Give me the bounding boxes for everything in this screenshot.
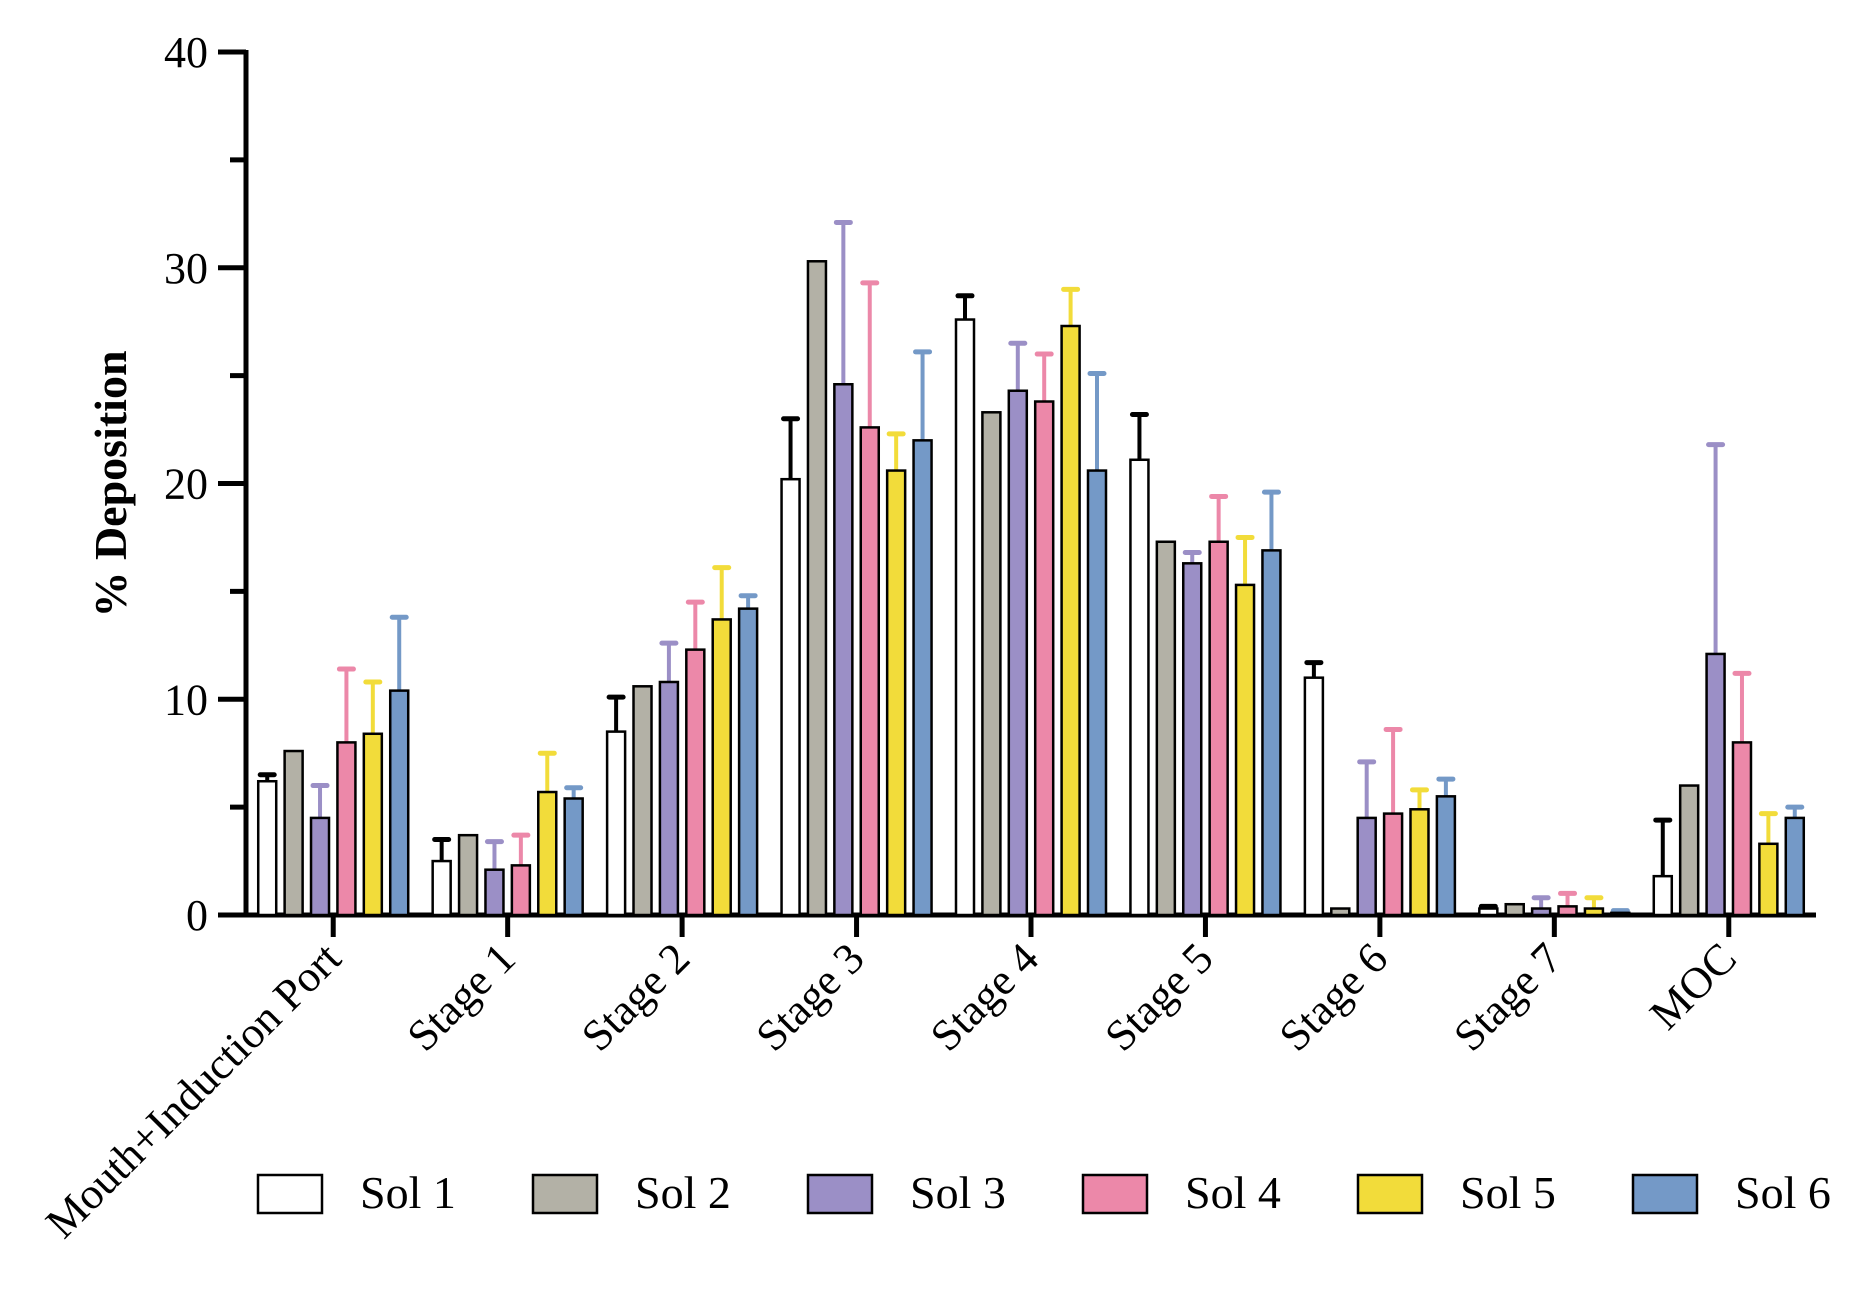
bar (431, 859, 452, 917)
bar (1382, 812, 1404, 917)
bar (605, 730, 627, 917)
legend-item: Sol 6 (1631, 1167, 1831, 1218)
bar (658, 680, 680, 917)
bar (1303, 676, 1325, 917)
legend-swatch (1631, 1173, 1699, 1215)
bar (737, 607, 759, 917)
x-category-label: Stage 6 (1270, 933, 1397, 1060)
bar (457, 833, 479, 917)
bar (685, 648, 706, 917)
bar (1504, 902, 1525, 917)
bar (632, 685, 653, 917)
legend-swatch (1081, 1173, 1149, 1215)
legend-swatch (1356, 1173, 1424, 1215)
bar (537, 790, 558, 917)
legend-label: Sol 5 (1460, 1167, 1556, 1218)
bar (912, 439, 933, 917)
bar (1409, 808, 1430, 917)
bar (780, 477, 801, 917)
bar (954, 318, 976, 917)
x-category-label: Stage 2 (572, 933, 699, 1060)
bar (1530, 907, 1552, 917)
bar (388, 689, 410, 917)
bar (1610, 911, 1631, 917)
legend-label: Sol 6 (1735, 1167, 1831, 1218)
x-category-label: Stage 4 (921, 933, 1048, 1060)
bar (283, 749, 304, 917)
bar (806, 260, 828, 917)
legend-label: Sol 2 (635, 1167, 731, 1218)
bar (1181, 562, 1203, 917)
bar (336, 741, 357, 917)
legend-item: Sol 1 (256, 1167, 456, 1218)
bar (885, 469, 907, 917)
legend-item: Sol 2 (531, 1167, 731, 1218)
bar (1678, 784, 1700, 917)
x-category-label: Stage 1 (398, 933, 525, 1060)
bar (484, 868, 505, 917)
x-category-label: Stage 3 (747, 933, 874, 1060)
y-tick-label: 30 (164, 244, 208, 293)
bar (510, 864, 532, 917)
bar (1435, 795, 1457, 917)
bar (1705, 652, 1726, 917)
bar (1478, 907, 1499, 917)
legend-swatch (256, 1173, 324, 1215)
bar (1583, 907, 1605, 917)
legend-item: Sol 3 (806, 1167, 1006, 1218)
bar (1129, 458, 1150, 917)
bars (256, 219, 1806, 917)
bar (563, 797, 584, 917)
legend: Sol 1 Sol 2 Sol 3 Sol 4 Sol 5 Sol 6 (256, 1167, 1831, 1218)
legend-label: Sol 1 (360, 1167, 456, 1218)
bar (1007, 389, 1029, 917)
bar (1033, 400, 1055, 917)
bar (309, 816, 331, 917)
bar (859, 426, 881, 917)
bar (1758, 842, 1779, 917)
legend-swatch (806, 1173, 874, 1215)
legend-swatch (531, 1173, 599, 1215)
bar (1261, 549, 1282, 917)
bar (1557, 905, 1578, 917)
y-tick-label: 40 (164, 28, 208, 77)
y-axis-title: % Deposition (85, 350, 136, 617)
bar (711, 618, 732, 917)
bar (362, 732, 384, 917)
bar (1060, 324, 1081, 917)
legend-label: Sol 3 (910, 1167, 1006, 1218)
bar (1086, 469, 1108, 917)
y-axis: 0 10 20 30 40 (164, 28, 249, 940)
bar (1356, 816, 1377, 917)
bar (1208, 540, 1229, 917)
legend-item: Sol 4 (1081, 1167, 1281, 1218)
bar (1155, 540, 1177, 917)
x-category-label: Stage 7 (1444, 933, 1571, 1060)
bar (1784, 816, 1806, 917)
y-tick-label: 20 (164, 460, 208, 509)
bar (833, 383, 854, 917)
bar (1234, 583, 1256, 917)
bar (1330, 907, 1351, 917)
y-tick-label: 10 (164, 675, 208, 724)
x-category-label: MOC (1640, 933, 1746, 1039)
bar (1652, 874, 1674, 917)
bar (256, 779, 278, 917)
legend-label: Sol 4 (1185, 1167, 1281, 1218)
bar (981, 411, 1002, 917)
legend-item: Sol 5 (1356, 1167, 1556, 1218)
y-tick-label: 0 (186, 891, 208, 940)
x-category-label: Stage 5 (1095, 933, 1222, 1060)
bar (1731, 741, 1753, 917)
